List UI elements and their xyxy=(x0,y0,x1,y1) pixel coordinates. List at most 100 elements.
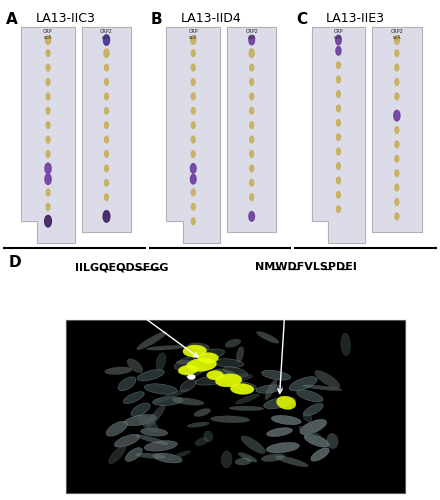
Text: IILGQEQDSFGG: IILGQEQDSFGG xyxy=(75,262,168,272)
Circle shape xyxy=(250,194,253,200)
Circle shape xyxy=(45,216,51,227)
Circle shape xyxy=(395,213,399,220)
Ellipse shape xyxy=(175,356,194,370)
Circle shape xyxy=(249,212,254,221)
Circle shape xyxy=(336,46,341,55)
Ellipse shape xyxy=(180,380,196,392)
Circle shape xyxy=(46,108,50,114)
Circle shape xyxy=(105,194,108,200)
Polygon shape xyxy=(372,27,422,232)
Circle shape xyxy=(337,206,341,212)
Text: A: A xyxy=(6,12,18,28)
Text: C: C xyxy=(296,12,307,28)
Text: CRP2
scA: CRP2 scA xyxy=(246,29,258,40)
Ellipse shape xyxy=(187,358,216,372)
Circle shape xyxy=(191,164,196,173)
Circle shape xyxy=(249,35,254,45)
Text: LA13-IID4: LA13-IID4 xyxy=(180,12,241,26)
Ellipse shape xyxy=(185,366,205,377)
Ellipse shape xyxy=(118,377,136,391)
Circle shape xyxy=(105,150,108,158)
Ellipse shape xyxy=(315,370,340,388)
Circle shape xyxy=(105,108,108,114)
Circle shape xyxy=(46,136,50,143)
Circle shape xyxy=(191,204,195,210)
Circle shape xyxy=(45,163,51,173)
Ellipse shape xyxy=(192,349,224,360)
Ellipse shape xyxy=(137,370,165,381)
Text: LA13-IIC3: LA13-IIC3 xyxy=(35,12,95,26)
Circle shape xyxy=(188,375,195,379)
Ellipse shape xyxy=(131,403,150,416)
Circle shape xyxy=(250,136,253,143)
Text: D: D xyxy=(9,255,22,270)
Bar xyxy=(66,320,405,492)
Circle shape xyxy=(249,49,254,58)
Ellipse shape xyxy=(215,374,242,387)
Ellipse shape xyxy=(289,376,317,391)
Text: CRP
scA: CRP scA xyxy=(188,29,198,40)
Ellipse shape xyxy=(223,374,253,381)
Circle shape xyxy=(337,105,341,112)
Ellipse shape xyxy=(241,436,265,454)
Circle shape xyxy=(46,189,50,196)
Polygon shape xyxy=(82,27,131,232)
Circle shape xyxy=(191,189,195,196)
Ellipse shape xyxy=(210,416,249,422)
Ellipse shape xyxy=(271,416,301,424)
Ellipse shape xyxy=(194,408,211,416)
Circle shape xyxy=(337,90,341,98)
Text: CRP
scA: CRP scA xyxy=(43,29,53,40)
Ellipse shape xyxy=(127,358,143,372)
Ellipse shape xyxy=(105,367,132,374)
Circle shape xyxy=(395,184,399,191)
Ellipse shape xyxy=(223,366,248,377)
Ellipse shape xyxy=(123,392,144,404)
Ellipse shape xyxy=(178,365,198,375)
Circle shape xyxy=(191,50,195,56)
Circle shape xyxy=(394,36,400,44)
Ellipse shape xyxy=(106,421,128,436)
Circle shape xyxy=(395,141,399,148)
Circle shape xyxy=(337,134,341,140)
Circle shape xyxy=(337,177,341,184)
Circle shape xyxy=(191,93,195,100)
Circle shape xyxy=(250,165,253,172)
Circle shape xyxy=(103,34,110,46)
Circle shape xyxy=(336,35,341,45)
Circle shape xyxy=(46,204,50,210)
Ellipse shape xyxy=(225,339,241,347)
Ellipse shape xyxy=(109,446,126,464)
Ellipse shape xyxy=(238,452,257,462)
Circle shape xyxy=(250,122,253,128)
Text: LA13-IIE3: LA13-IIE3 xyxy=(326,12,385,26)
Text: CRP2
scA: CRP2 scA xyxy=(100,29,113,40)
Ellipse shape xyxy=(341,333,351,355)
Ellipse shape xyxy=(204,431,213,442)
Circle shape xyxy=(105,165,108,172)
Ellipse shape xyxy=(221,451,232,468)
Ellipse shape xyxy=(214,369,238,378)
Ellipse shape xyxy=(147,346,185,350)
Circle shape xyxy=(191,136,195,143)
Ellipse shape xyxy=(303,385,342,390)
Circle shape xyxy=(45,174,51,184)
Ellipse shape xyxy=(227,381,257,390)
Ellipse shape xyxy=(265,380,277,400)
Circle shape xyxy=(337,120,341,126)
Circle shape xyxy=(337,192,341,198)
Circle shape xyxy=(250,93,253,100)
Ellipse shape xyxy=(125,448,142,462)
Circle shape xyxy=(103,210,110,222)
Text: NMWDFVLSPDEI: NMWDFVLSPDEI xyxy=(255,262,357,272)
Circle shape xyxy=(104,49,109,58)
Ellipse shape xyxy=(311,448,329,461)
Ellipse shape xyxy=(235,458,251,465)
Circle shape xyxy=(46,122,50,128)
Ellipse shape xyxy=(187,422,209,427)
Ellipse shape xyxy=(172,398,204,405)
Ellipse shape xyxy=(136,453,165,458)
Circle shape xyxy=(105,136,108,143)
Circle shape xyxy=(105,180,108,186)
Circle shape xyxy=(337,76,341,83)
